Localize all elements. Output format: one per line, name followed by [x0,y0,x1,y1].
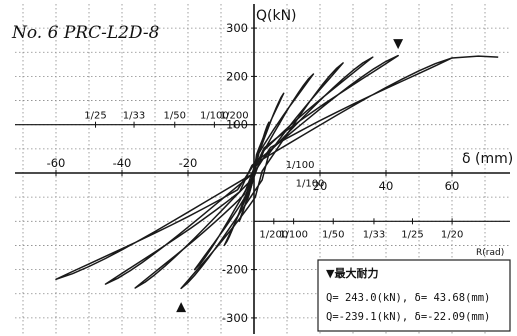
x-tick-label: 40 [379,179,394,193]
y-axis-label: Q(kN) [256,8,297,24]
legend-frame [317,259,511,332]
x-axis-label: δ (mm) [462,151,513,167]
rotation-top-tick-label: 1/25 [84,111,106,122]
rotation-top-tick-label: 1/100 [200,111,229,122]
max-positive-marker: ▼ [393,37,403,52]
rotation-axis-label: R(rad) [476,248,504,258]
max-negative-marker: ▲ [176,299,186,314]
rotation-top-tick-label: 1/33 [123,111,145,122]
legend-box: ▼最大耐力 Q= 243.0(kN), δ= 43.68(mm) Q=-239.… [317,259,511,332]
x-tick-label: 60 [445,179,460,193]
rotation-tick-label: 1/25 [401,229,423,240]
x-tick-label: -20 [179,156,198,170]
hysteresis-curves [55,54,499,290]
rotation-top-tick-label: 1/50 [164,111,186,122]
rotation-tick-label: 1/200 [259,229,288,240]
rotation-tick-label: 1/100 [279,229,308,240]
legend-line-positive: Q= 243.0(kN), δ= 43.68(mm) [326,292,490,304]
monotonic-tail [451,55,499,59]
x-tick-label: -40 [113,156,132,170]
rotation-top-tick-label: 1/200 [220,111,249,122]
legend-title: ▼最大耐力 [326,266,378,280]
rotation-tick-label: 1/20 [441,229,463,240]
x-tick-label: 20 [313,179,328,193]
extra-rotation-label: 1/100 [296,179,325,190]
y-tick-label: 100 [226,118,248,132]
rotation-tick-label: 1/50 [322,229,344,240]
y-tick-label: 300 [226,21,248,35]
y-tick-label: -300 [222,311,248,325]
extra-rotation-label: 1/100 [286,160,315,171]
hysteresis-loop-5 [180,62,344,290]
hysteresis-loop-4 [193,73,315,271]
legend-line-negative: Q=-239.1(kN), δ=-22.09(mm) [326,311,490,323]
hysteresis-loop-6 [134,56,374,289]
y-tick-label: -200 [222,263,248,277]
hysteresis-loop-7 [104,54,399,285]
y-tick-label: 200 [226,69,248,83]
rotation-tick-label: 1/33 [363,229,385,240]
chart-title: No. 6 PRC-L2D-8 [11,23,160,43]
x-tick-label: -60 [47,156,66,170]
